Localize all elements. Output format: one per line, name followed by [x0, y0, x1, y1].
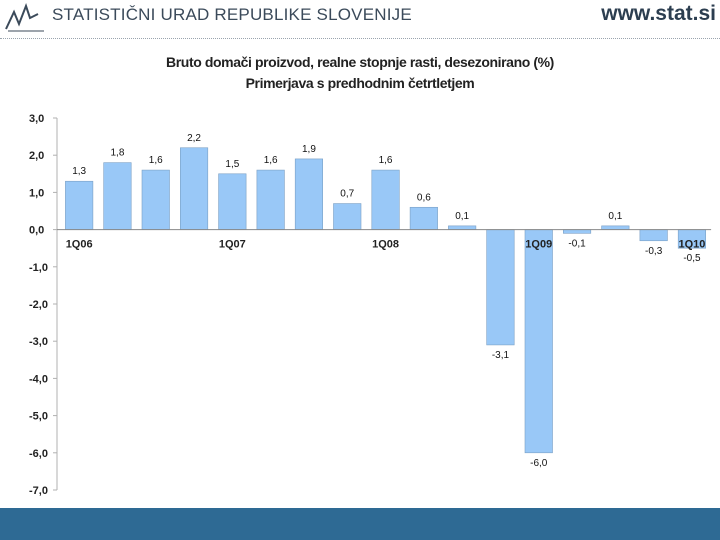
chart-title: Bruto domači proizvod, realne stopnje ra…: [166, 54, 554, 70]
y-tick-label: -6,0: [29, 448, 48, 460]
data-label: 2,2: [187, 133, 201, 144]
footer-bar: [0, 508, 720, 540]
bar: [486, 229, 515, 346]
data-label: -3,1: [492, 350, 510, 361]
gdp-growth-bar-chart: 3,0 2,0 1,0 0,0 -1,0 -2,0 -3,0 -4,0 -5,0 -6,0 -7,0…: [29, 113, 712, 497]
y-tick-label: -3,0: [29, 336, 48, 348]
data-label: 1,6: [264, 155, 278, 166]
bar: [141, 169, 170, 230]
y-tick-label: 2,0: [29, 150, 44, 162]
header-divider: [0, 38, 720, 40]
x-tick-label: 1Q08: [372, 239, 399, 251]
bar: [180, 147, 209, 230]
data-label: 1,9: [302, 144, 316, 155]
data-label: 0,6: [417, 192, 431, 203]
x-tick-label: 1Q10: [678, 239, 705, 251]
bar: [371, 169, 400, 230]
data-label: 1,6: [149, 155, 163, 166]
data-label: -6,0: [530, 458, 548, 469]
y-tick-label: -5,0: [29, 411, 48, 423]
x-tick-label: 1Q09: [525, 239, 552, 251]
y-axis: 3,0 2,0 1,0 0,0 -1,0 -2,0 -3,0 -4,0 -5,0 -6,0 -7,0: [29, 113, 58, 497]
y-tick-label: -7,0: [29, 485, 48, 497]
header: STATISTIČNI URAD REPUBLIKE SLOVENIJE www…: [0, 0, 720, 34]
website-link[interactable]: www.stat.si: [601, 2, 716, 25]
bar: [256, 169, 285, 230]
x-tick-labels: 1Q06 1Q07 1Q08 1Q09 1Q10: [66, 239, 706, 251]
sigma-chart-logo-icon: [5, 3, 44, 32]
bar: [448, 225, 477, 230]
bar: [524, 229, 553, 454]
y-tick-label: -1,0: [29, 262, 48, 274]
data-label: 0,7: [340, 189, 354, 200]
bar: [639, 229, 668, 242]
bar: [409, 206, 438, 230]
y-tick-label: -2,0: [29, 299, 48, 311]
y-tick-label: -4,0: [29, 373, 48, 385]
data-label: 1,6: [379, 155, 393, 166]
bar: [601, 225, 630, 230]
y-tick-label: 1,0: [29, 187, 44, 199]
data-label: 1,3: [72, 166, 86, 177]
data-label: 1,5: [225, 159, 239, 170]
bar: [333, 203, 362, 230]
x-tick-label: 1Q06: [66, 239, 93, 251]
bars: [65, 147, 707, 454]
bar: [218, 173, 247, 230]
data-labels: 1,3 1,8 1,6 2,2 1,5 1,6 1,9 0,7 1,6 0,6 0,1 -3,1 -6,…: [72, 133, 701, 469]
y-tick-label: 3,0: [29, 113, 44, 125]
bar: [103, 162, 132, 230]
data-label: -0,3: [645, 246, 663, 257]
data-label: 1,8: [110, 148, 124, 159]
data-label: 0,1: [608, 211, 622, 222]
x-tick-label: 1Q07: [219, 239, 246, 251]
y-tick-label: 0,0: [29, 225, 44, 237]
data-label: 0,1: [455, 211, 469, 222]
org-name: STATISTIČNI URAD REPUBLIKE SLOVENIJE: [52, 5, 412, 24]
data-label: -0,1: [568, 238, 586, 249]
chart-subtitle: Primerjava s predhodnim četrtletjem: [245, 75, 475, 91]
bar: [65, 180, 94, 230]
bar: [562, 229, 592, 234]
data-label: -0,5: [683, 253, 701, 264]
bar: [294, 158, 324, 230]
